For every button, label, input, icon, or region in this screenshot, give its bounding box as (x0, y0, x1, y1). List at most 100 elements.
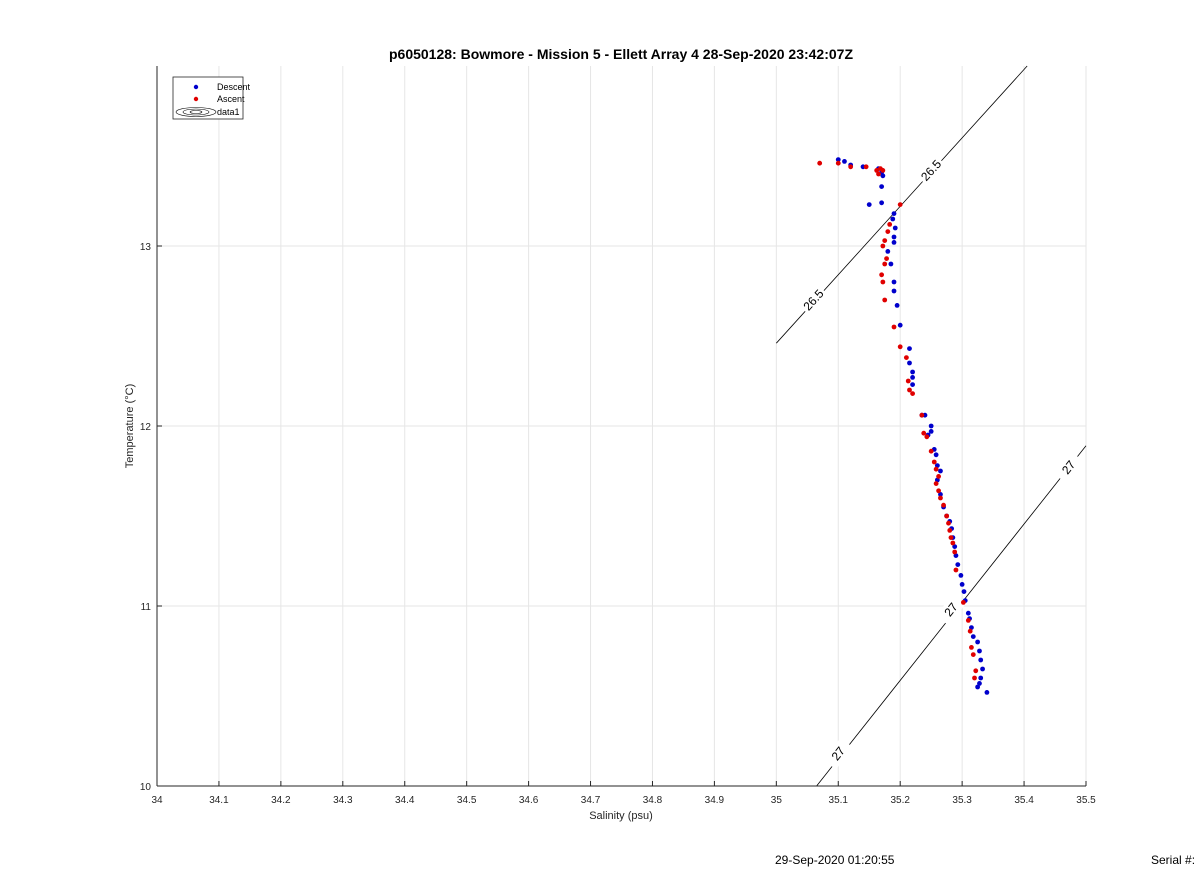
descent-point (975, 684, 981, 690)
ascent-point (969, 645, 974, 650)
descent-point (885, 249, 891, 254)
descent-point (977, 648, 982, 654)
descent-point (888, 261, 894, 267)
descent-point (928, 429, 934, 434)
ascent-point (910, 391, 915, 396)
legend-box (172, 76, 244, 120)
descent-point (835, 157, 841, 163)
ascent-point (905, 378, 911, 384)
descent-point (891, 240, 897, 245)
data-points (817, 157, 990, 695)
descent-point (897, 322, 903, 328)
descent-point (953, 553, 959, 558)
descent-point (934, 477, 940, 483)
ascent-point (907, 387, 912, 393)
ascent-point (880, 168, 886, 173)
ascent-point (882, 297, 888, 303)
descent-point (910, 382, 915, 387)
descent-point (978, 675, 984, 681)
descent-point (891, 211, 897, 217)
descent-point (978, 657, 984, 663)
ascent-point (897, 202, 903, 208)
ascent-point (891, 324, 897, 330)
ascent-point (924, 434, 930, 440)
ascent-point (897, 344, 903, 350)
ascent-point (928, 448, 934, 454)
descent-point (891, 234, 897, 240)
ascent-point (848, 164, 854, 170)
x-tick-label: 34.3 (333, 795, 353, 806)
ascent-point (948, 535, 954, 540)
series-ascent (817, 160, 979, 681)
y-axis-label: Temperature (°C) (124, 384, 136, 468)
x-tick-label: 35 (771, 795, 783, 806)
ascent-point (885, 229, 891, 235)
x-tick-label: 34.2 (271, 795, 291, 806)
descent-point (961, 589, 967, 594)
x-tick-label: 34.6 (519, 795, 539, 806)
descent-point (891, 279, 897, 285)
descent-point (894, 303, 900, 308)
contour-label-bg (936, 593, 966, 626)
descent-point (938, 468, 943, 474)
descent-point (952, 544, 958, 549)
contour-label-bg (798, 284, 829, 316)
y-tick-label: 11 (141, 602, 152, 613)
x-tick-label: 34.7 (581, 795, 601, 806)
ascent-point (880, 243, 886, 249)
x-tick-label: 35.5 (1076, 795, 1096, 806)
descent-point (969, 625, 974, 630)
descent-point (907, 360, 912, 366)
contour-label-bg (1053, 451, 1084, 484)
x-tick-label: 34.4 (395, 795, 415, 806)
descent-point (879, 184, 885, 190)
footer-timestamp: 29-Sep-2020 01:20:55 (775, 853, 895, 867)
descent-point (965, 610, 971, 616)
ascent-point (941, 502, 946, 508)
descent-point (880, 173, 886, 179)
y-tick-label: 12 (140, 422, 152, 433)
y-tick-label: 13 (140, 242, 152, 253)
descent-point (934, 463, 940, 468)
x-tick-label: 34.5 (457, 795, 477, 806)
ascent-point (972, 675, 977, 681)
ascent-point (936, 474, 941, 479)
ascent-point (919, 412, 925, 418)
ascent-point (903, 355, 909, 360)
chart-title: p6050128: Bowmore - Mission 5 - Ellett A… (389, 46, 853, 62)
descent-point (938, 492, 943, 497)
legend-ascent-label: Ascent (217, 94, 245, 104)
ascent-point (879, 272, 885, 278)
ascent-point (880, 279, 886, 285)
x-tick-label: 34.9 (705, 795, 725, 806)
ascent-point (938, 495, 943, 501)
descent-point (977, 681, 982, 686)
ascent-point (946, 520, 951, 526)
descent-point (866, 202, 872, 208)
ascent-point (953, 567, 959, 573)
ascent-point (967, 628, 973, 634)
ascent-point (965, 618, 971, 623)
x-tick-label: 34.1 (209, 795, 229, 806)
x-axis-label: Salinity (psu) (589, 810, 653, 822)
x-tick-label: 35.4 (1014, 795, 1034, 806)
descent-point (891, 288, 897, 294)
ascent-point (863, 164, 869, 170)
ascent-point (874, 168, 880, 173)
footer-serial: Serial #: (1151, 853, 1195, 867)
ascent-point (882, 238, 888, 244)
descent-point (970, 634, 976, 639)
descent-point (842, 159, 847, 164)
x-ticks: 34 34.1 34.2 34.3 34.4 34.5 34.6 34.7 34.8 34.9 35… (151, 781, 1096, 806)
descent-point (892, 225, 898, 231)
descent-point (933, 452, 939, 458)
legend-data1-label: data1 (217, 107, 240, 117)
ascent-point (933, 481, 939, 486)
descent-point (984, 690, 990, 695)
ascent-point (944, 513, 950, 519)
ascent-point (884, 256, 889, 261)
contour-label-bg (915, 154, 947, 187)
ascent-point (933, 466, 939, 472)
ascent-point (882, 261, 888, 267)
